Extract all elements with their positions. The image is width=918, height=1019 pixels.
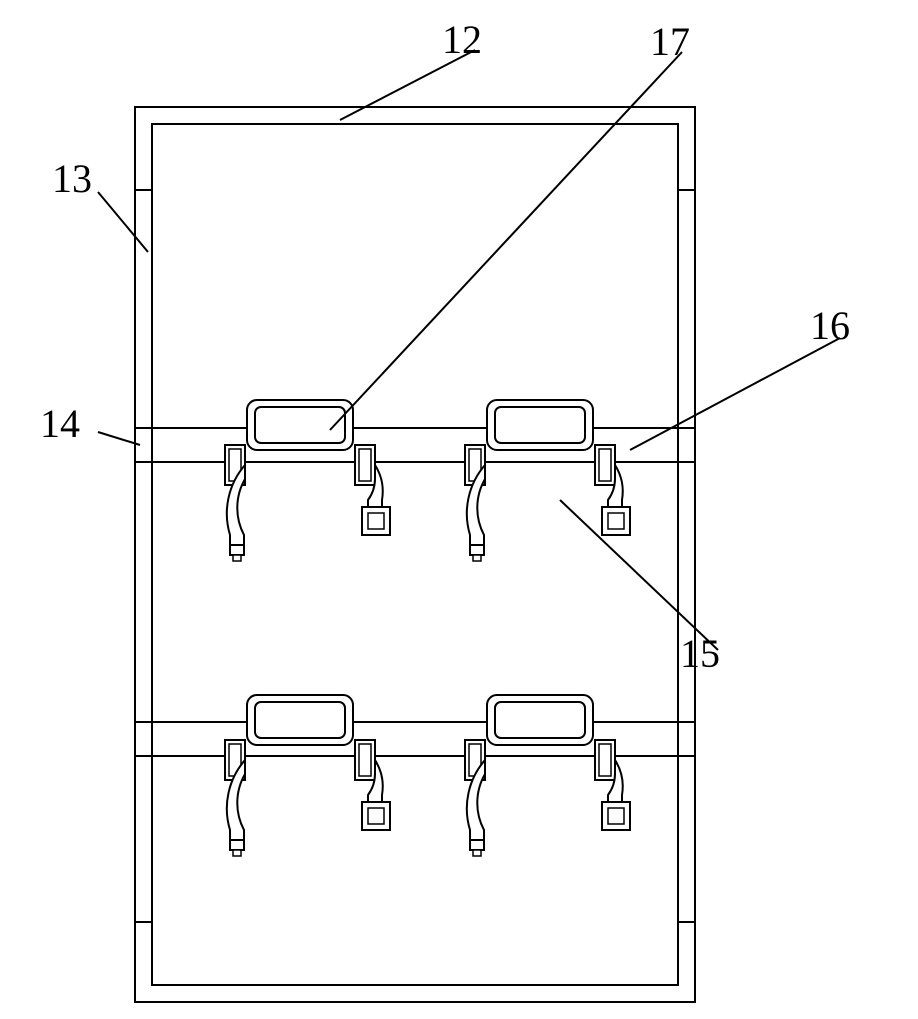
part-label-13: 13 [52, 155, 92, 202]
part-label-14: 14 [40, 400, 80, 447]
part-label-16: 16 [810, 302, 850, 349]
part-label-17: 17 [650, 18, 690, 65]
part-label-12: 12 [442, 16, 482, 63]
part-label-15: 15 [680, 630, 720, 677]
technical-diagram [0, 0, 918, 1019]
